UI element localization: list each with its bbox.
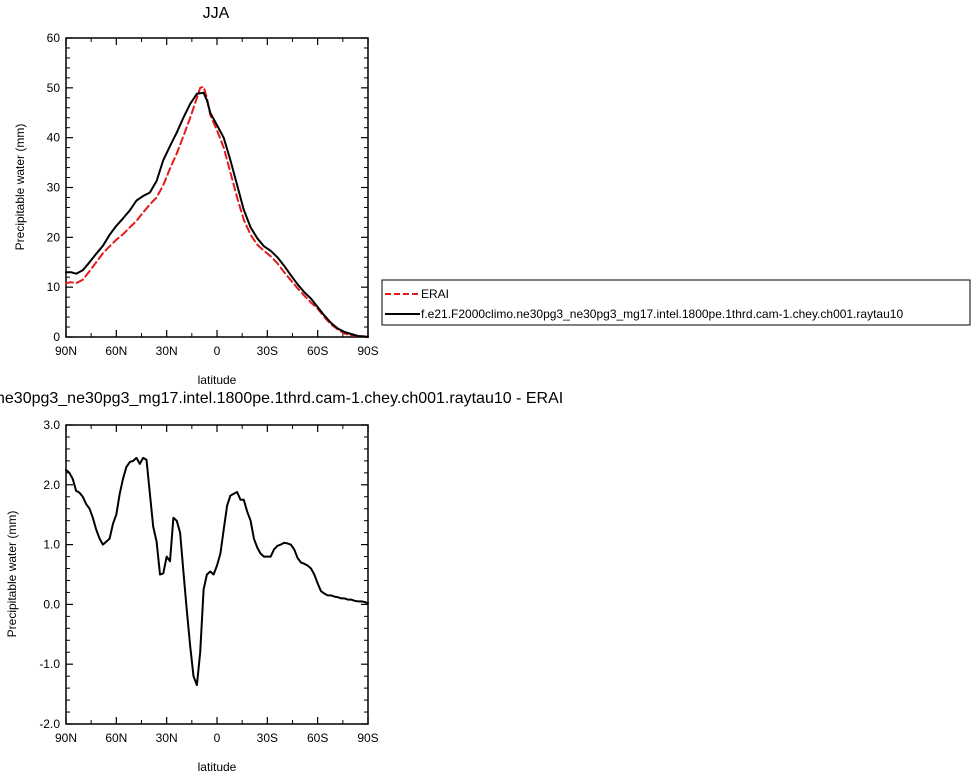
y-tick-label: 30 (47, 181, 61, 195)
y-tick-label: 50 (47, 81, 61, 95)
x-tick-label: 60N (105, 344, 127, 358)
series-group (65, 456, 369, 687)
chart-title: JJA (203, 5, 230, 22)
top-chart: JJA 90N 60N 30N 0 30S 60S 90S 0 10 20 30 40 50 60 lat… (13, 5, 379, 387)
y-axis-label: Precipitable water (mm) (13, 124, 27, 251)
x-axis-label: latitude (198, 373, 237, 387)
legend-label-erai: ERAI (421, 287, 449, 301)
x-axis-label: latitude (198, 760, 237, 774)
y-tick-label: -2.0 (39, 717, 60, 731)
x-tick-label: 0 (214, 344, 221, 358)
difference-chart-title: f.e21.F2000climo.ne30pg3_ne30pg3_mg17.in… (0, 390, 563, 407)
y-tick-label: 0.0 (43, 597, 60, 611)
y-tick-label: 2.0 (43, 478, 60, 492)
x-tick-label: 30S (257, 731, 278, 745)
x-tick-label: 30N (156, 344, 178, 358)
legend: ERAI f.e21.F2000climo.ne30pg3_ne30pg3_mg… (381, 279, 971, 326)
y-tick-label: 3.0 (43, 418, 60, 432)
plot-frame (65, 37, 369, 338)
legend-label-model: f.e21.F2000climo.ne30pg3_ne30pg3_mg17.in… (421, 307, 903, 321)
x-tick-label: 30S (257, 344, 278, 358)
plot-frame (65, 424, 369, 725)
x-tick-label: 90S (357, 344, 378, 358)
x-tick-label: 30N (156, 731, 178, 745)
x-tick-label: 0 (214, 731, 221, 745)
x-tick-label: 60S (307, 344, 328, 358)
y-tick-label: -1.0 (39, 657, 60, 671)
y-tick-label: 20 (47, 230, 61, 244)
y-tick-label: 0 (53, 330, 60, 344)
legend-entry-erai: ERAI (385, 287, 449, 301)
series-line-model (65, 91, 369, 338)
y-tick-label: 1.0 (43, 538, 60, 552)
tick-group: 90N 60N 30N 0 30S 60S 90S -2.0 -1.0 0.0 1.0 2.0 3.0 (39, 418, 378, 745)
series-line-difference (65, 456, 369, 687)
bottom-chart: f.e21.F2000climo.ne30pg3_ne30pg3_mg17.in… (0, 390, 563, 774)
y-tick-label: 10 (47, 280, 61, 294)
tick-group: 90N 60N 30N 0 30S 60S 90S 0 10 20 30 40 50 60 (47, 31, 379, 358)
x-tick-label: 90S (357, 731, 378, 745)
x-tick-label: 60N (105, 731, 127, 745)
y-axis-label: Precipitable water (mm) (5, 511, 19, 638)
legend-entry-model: f.e21.F2000climo.ne30pg3_ne30pg3_mg17.in… (385, 307, 903, 321)
y-tick-label: 60 (47, 31, 61, 45)
x-tick-label: 90N (55, 731, 77, 745)
x-tick-label: 90N (55, 344, 77, 358)
series-group (65, 85, 369, 338)
x-tick-label: 60S (307, 731, 328, 745)
y-tick-label: 40 (47, 131, 61, 145)
legend-box (381, 279, 971, 326)
